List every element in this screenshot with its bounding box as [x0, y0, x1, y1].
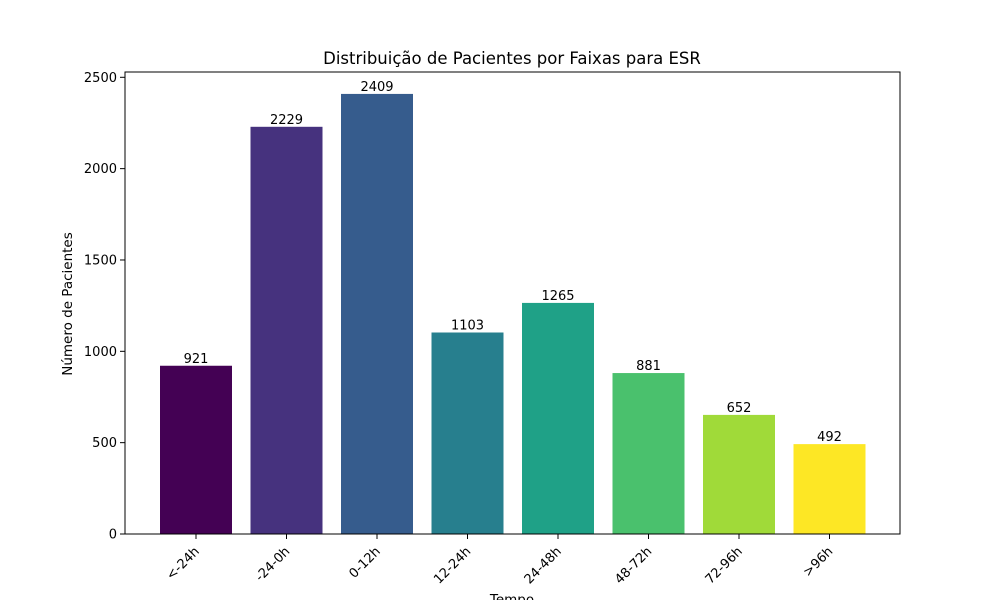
y-axis-label: Número de Pacientes — [60, 232, 76, 376]
x-axis-label: Tempo — [489, 592, 534, 600]
plot-area: 921 <-24h 2229 -24-0h 2409 0-12h 1103 12-24h 126… — [84, 71, 901, 587]
bar-7 — [793, 444, 866, 534]
bar-4 — [522, 302, 594, 534]
bar-value-label-4: 1265 — [541, 289, 574, 304]
x-tick-label-7: >96h — [800, 544, 836, 580]
x-tick-label-6: 72-96h — [703, 544, 746, 587]
y-tick-label-2: 1000 — [84, 345, 117, 360]
y-tick-label-0: 0 — [109, 528, 117, 543]
bar-value-label-1: 2229 — [270, 113, 303, 128]
bar-0 — [160, 365, 232, 534]
bar-value-label-2: 2409 — [360, 80, 393, 95]
chart-title: Distribuição de Pacientes por Faixas par… — [323, 49, 701, 68]
x-tick-label-5: 48-72h — [612, 544, 655, 587]
bar-value-label-3: 1103 — [451, 319, 484, 334]
bar-value-label-6: 652 — [727, 401, 752, 416]
bar-value-label-7: 492 — [817, 430, 842, 445]
y-tick-label-5: 2500 — [84, 71, 117, 86]
plot-frame — [124, 71, 901, 535]
y-tick-label-3: 1500 — [84, 253, 117, 268]
y-tick-label-4: 2000 — [84, 162, 117, 177]
x-tick-label-3: 12-24h — [431, 544, 474, 587]
bar-3 — [431, 332, 504, 534]
x-tick-label-2: 0-12h — [347, 544, 384, 581]
x-tick-label-0: <-24h — [164, 544, 203, 583]
x-tick-label-1: -24-0h — [253, 544, 294, 585]
bar-value-label-5: 881 — [636, 359, 661, 374]
bar-6 — [703, 414, 775, 534]
bar-5 — [612, 373, 685, 534]
x-tick-label-4: 24-48h — [522, 544, 565, 587]
bar-1 — [250, 126, 323, 535]
y-tick-label-1: 500 — [92, 436, 117, 451]
bar-value-label-0: 921 — [184, 352, 209, 367]
bar-2 — [341, 93, 413, 535]
